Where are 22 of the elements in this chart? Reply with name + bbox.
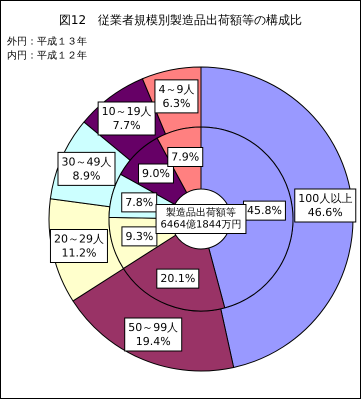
data-label: 7.8% bbox=[125, 196, 154, 209]
slice-label: 50～99人 bbox=[128, 321, 178, 334]
slice-label: 4～9人 bbox=[158, 82, 194, 96]
data-label: 9.0% bbox=[142, 166, 170, 180]
chart-title: 図12 従業者規模別製造品出荷額等の構成比 bbox=[58, 13, 302, 27]
legend-label: 20～29人 bbox=[54, 232, 104, 246]
slice-label: 10～19人 bbox=[102, 105, 152, 118]
data-label: 19.4% bbox=[136, 335, 171, 348]
slice-label: 30～49人 bbox=[61, 155, 112, 168]
text: 外円：平成１３年 bbox=[7, 36, 87, 48]
data-label: 6.3% bbox=[162, 96, 190, 110]
data-label: 45.8% bbox=[246, 204, 282, 218]
text: 内円：平成１２年 bbox=[7, 50, 87, 62]
data-label: 7.7% bbox=[112, 119, 141, 132]
data-label: 20.1% bbox=[160, 272, 196, 286]
text: 製造品出荷額等 6464億1844万円 bbox=[160, 206, 242, 230]
slice-label: 100人以上 bbox=[298, 192, 352, 205]
data-label: 46.6% bbox=[308, 206, 343, 219]
data-label: 11.2% bbox=[61, 246, 96, 260]
data-label: 8.9% bbox=[72, 169, 100, 182]
data-label: 7.9% bbox=[171, 150, 200, 164]
data-label: 9.3% bbox=[125, 230, 154, 243]
